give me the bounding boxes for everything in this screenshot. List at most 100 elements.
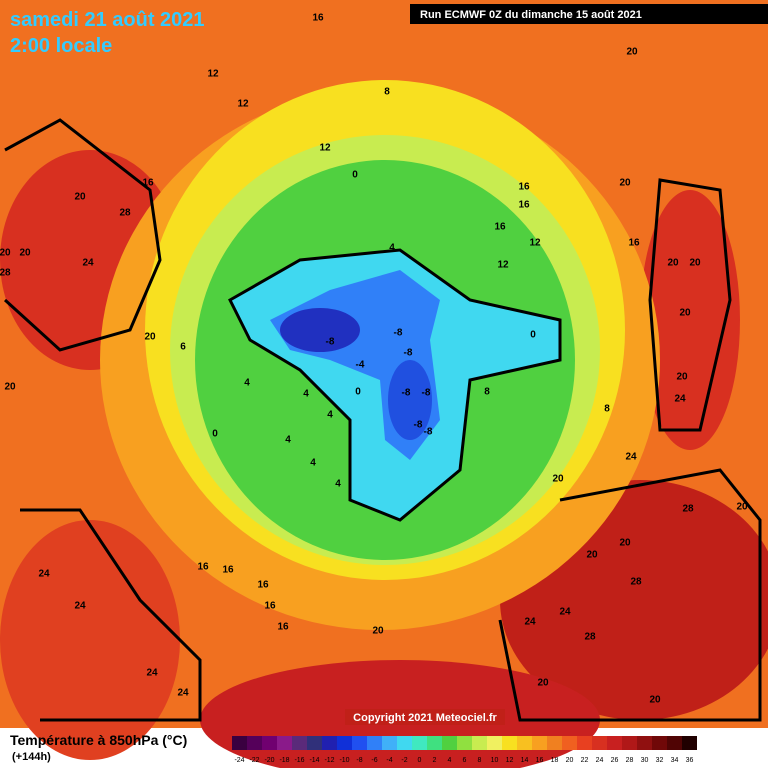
scale-label: -6 (371, 757, 377, 764)
color-swatch (472, 736, 487, 750)
scale-label: 24 (596, 757, 604, 764)
color-swatch (337, 736, 352, 750)
scale-label: 36 (686, 757, 694, 764)
contour-label: -8 (422, 388, 431, 399)
scale-label: 4 (448, 757, 452, 764)
contour-label: 0 (355, 387, 361, 398)
contour-label: 20 (676, 372, 688, 383)
scale-label: -8 (356, 757, 362, 764)
contour-label: 24 (177, 688, 189, 699)
color-swatch (517, 736, 532, 750)
color-swatch (607, 736, 622, 750)
scale-label: 14 (521, 757, 529, 764)
contour-label: 28 (0, 268, 11, 279)
color-swatch (652, 736, 667, 750)
contour-label: 12 (497, 260, 509, 271)
date: samedi 21 août 2021 (10, 9, 205, 31)
contour-label: 20 (619, 178, 631, 189)
contour-label: 16 (518, 182, 530, 193)
color-swatch (667, 736, 682, 750)
contour-label: 4 (303, 389, 309, 400)
scale-label: -18 (279, 757, 289, 764)
contour-label: -4 (356, 360, 365, 371)
scale-label: 30 (641, 757, 649, 764)
color-swatch (247, 736, 262, 750)
scale-label: 0 (418, 757, 422, 764)
contour-label: -8 (402, 388, 411, 399)
contour-label: 20 (619, 538, 631, 549)
contour-label: 20 (552, 474, 564, 485)
scale-label: 6 (463, 757, 467, 764)
contour-label: 12 (529, 238, 541, 249)
color-swatch (487, 736, 502, 750)
contour-label: 16 (628, 238, 640, 249)
contour-label: -8 (404, 348, 413, 359)
scale-label: -20 (264, 757, 274, 764)
contour-label: 24 (74, 601, 86, 612)
contour-label: 20 (736, 502, 748, 513)
twenty-contour (20, 508, 202, 722)
color-swatch (682, 736, 697, 750)
contour-label: 16 (494, 222, 506, 233)
contour-m8 (280, 308, 360, 352)
scale-label: 12 (506, 757, 514, 764)
contour-label: 24 (82, 258, 94, 269)
contour-label: 16 (197, 562, 209, 573)
copyright-bg (345, 709, 505, 725)
contour-label: 0 (530, 330, 536, 341)
colorbar: -24 -22 -20 -18 -16 -14 -12 -10 -8 -6 -4 -2 0 2 4 6 8 10 1… (232, 736, 697, 764)
contour-label: 28 (119, 208, 131, 219)
contour-label: 12 (207, 69, 219, 80)
contour-label: 24 (146, 668, 158, 679)
contour-label: 4 (389, 243, 395, 254)
scale-label: -12 (324, 757, 334, 764)
contour-label: 20 (4, 382, 16, 393)
bold-contours (3, 118, 762, 722)
contour-label: -8 (424, 427, 433, 438)
color-swatch (367, 736, 382, 750)
color-swatch (262, 736, 277, 750)
scale-label: -4 (386, 757, 392, 764)
contour-label: 24 (625, 452, 637, 463)
contour-label: 24 (559, 607, 571, 618)
scale-label: 22 (581, 757, 589, 764)
contour-label: 8 (604, 404, 610, 415)
legend-title: Température à 850hPa (°C) (10, 732, 187, 748)
scale-label: -14 (309, 757, 319, 764)
contour-label: 16 (312, 13, 324, 24)
run-info: Run ECMWF 0Z du dimanche 15 août 2021 (420, 9, 642, 21)
contour-label: 20 (679, 308, 691, 319)
local-time: 2:00 locale (10, 35, 112, 57)
contour-label: 20 (74, 192, 86, 203)
scale-label: 2 (433, 757, 437, 764)
scale-label: 26 (611, 757, 619, 764)
zero-contour (228, 248, 562, 522)
color-swatch (532, 736, 547, 750)
copyright: Copyright 2021 Meteociel.fr (353, 712, 497, 724)
color-swatch (457, 736, 472, 750)
contour-label: 4 (310, 458, 316, 469)
contour-label: 4 (285, 435, 291, 446)
run-banner (410, 4, 768, 24)
contour-label: 28 (630, 577, 642, 588)
color-swatch (382, 736, 397, 750)
color-swatch (502, 736, 517, 750)
color-swatch (307, 736, 322, 750)
warm-patch (0, 520, 180, 760)
contour-label: 16 (257, 580, 269, 591)
contour-label: 20 (19, 248, 31, 259)
contour-label: 16 (518, 200, 530, 211)
color-swatch (592, 736, 607, 750)
contour-label: 20 (626, 47, 638, 58)
contour-label: 16 (264, 601, 276, 612)
color-swatch (277, 736, 292, 750)
contour-label: 6 (180, 342, 186, 353)
twenty-contour (498, 468, 762, 722)
contour-label: 20 (586, 550, 598, 561)
color-swatch (622, 736, 637, 750)
color-swatch (232, 736, 247, 750)
scale-label: 34 (671, 757, 679, 764)
color-swatch (412, 736, 427, 750)
